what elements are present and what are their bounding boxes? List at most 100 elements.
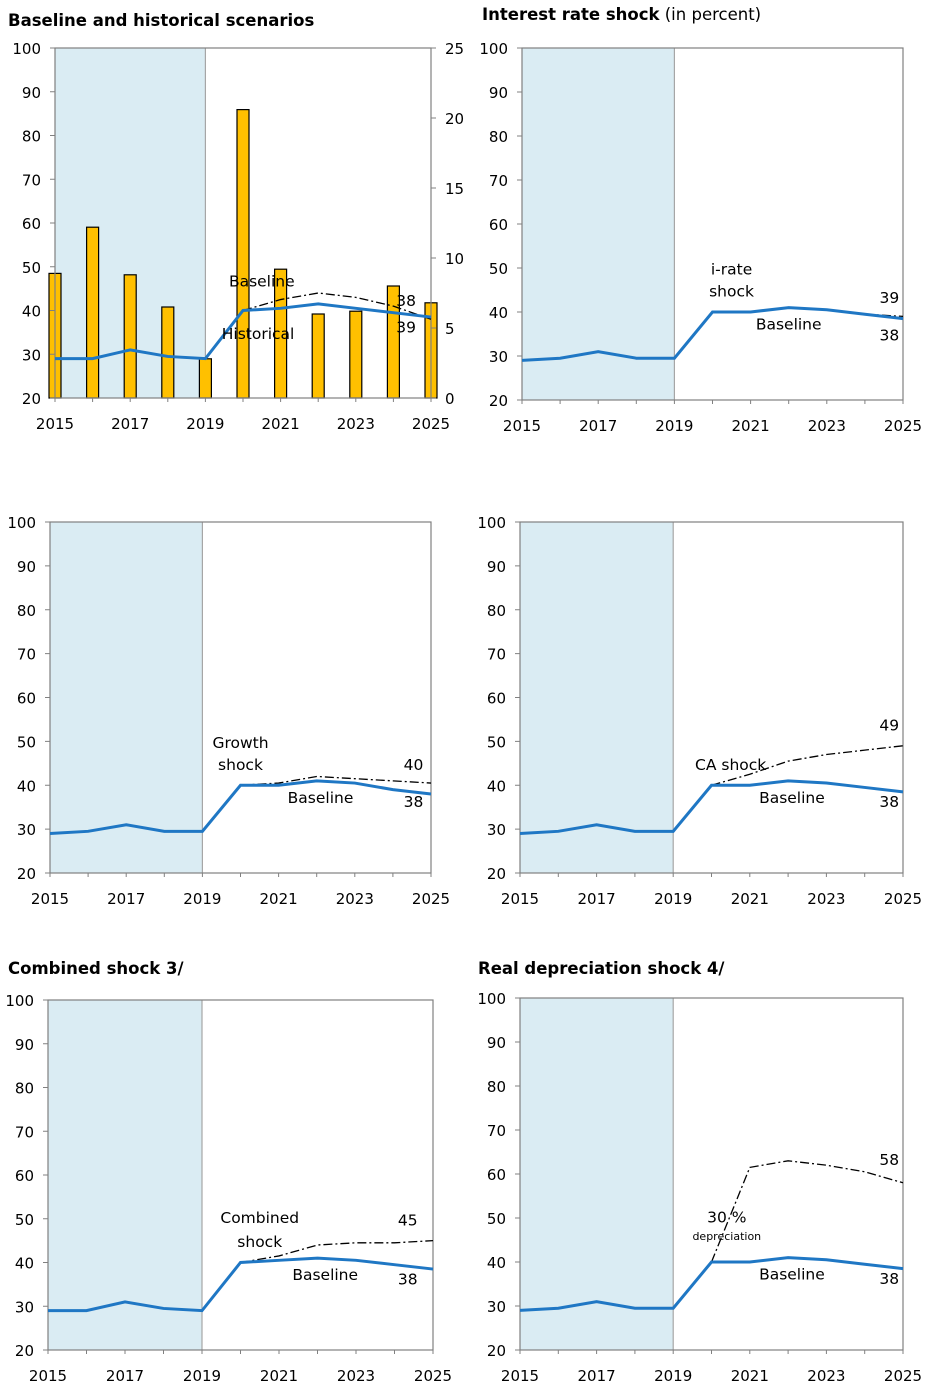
y-tick-label: 20 <box>17 865 36 883</box>
baseline-line <box>55 302 432 361</box>
y-tick-label: 100 <box>477 990 506 1008</box>
chart-panel-2: Interest rate shock (in percent) 20 30 40 50… <box>479 5 922 435</box>
chart-panel-3: 20 30 40 50 60 70 80 90 100 2015 2017 2019 2021 2023 2… <box>7 514 450 908</box>
x-tick-label: 2025 <box>884 417 922 435</box>
historical-shade <box>50 522 203 873</box>
y-tick-label: 80 <box>489 128 508 146</box>
x-tick-label: 2025 <box>412 890 450 908</box>
chart-panel-1: Baseline and historical scenarios 20 30 40 5… <box>8 11 464 433</box>
series-label: 39 <box>396 318 416 336</box>
y-tick-label: 40 <box>15 1255 34 1273</box>
y-tick-label: 20 <box>489 392 508 410</box>
x-tick-label: 2019 <box>654 1367 692 1385</box>
chart-panel-4: 20 30 40 50 60 70 80 90 100 2015 2017 2019 2021 2023 2… <box>477 514 922 908</box>
scenario-line <box>240 775 432 786</box>
x-tick-label: 2015 <box>501 1367 539 1385</box>
y-tick-label: 30 <box>487 821 506 839</box>
y-tick-label: 70 <box>487 646 506 664</box>
y-tick-label: 20 <box>487 865 506 883</box>
y-tick-label: 40 <box>489 304 508 322</box>
y-tick-label: 40 <box>17 777 36 795</box>
series-label: shock <box>218 756 263 774</box>
x-tick-label: 2017 <box>578 890 616 908</box>
y-tick-label: 70 <box>15 1123 34 1141</box>
series-label: 38 <box>396 292 416 310</box>
x-tick-label: 2019 <box>183 1367 221 1385</box>
x-tick-label: 2019 <box>186 415 224 433</box>
y-tick-label: 90 <box>489 84 508 102</box>
bar-2023 <box>349 310 363 399</box>
series-label: Historical <box>222 325 295 343</box>
y-tick-label: 30 <box>17 821 36 839</box>
x-tick-label: 2025 <box>884 1367 922 1385</box>
y-tick-label: 40 <box>22 303 41 321</box>
bar-2020 <box>236 108 250 399</box>
y2-tick-label: 5 <box>445 320 455 338</box>
y-tick-label: 20 <box>487 1342 506 1360</box>
y-tick-label: 100 <box>12 40 41 58</box>
x-tick-label: 2025 <box>414 1367 452 1385</box>
x-tick-label: 2023 <box>336 890 374 908</box>
chart-panel-6: Real depreciation shock 4/20 30 40 50 60 70 80… <box>477 959 922 1385</box>
chart-title: Combined shock 3/ <box>8 959 184 978</box>
x-tick-label: 2025 <box>412 415 450 433</box>
y-tick-label: 60 <box>15 1167 34 1185</box>
y-tick-label: 90 <box>487 558 506 576</box>
y-tick-label: 80 <box>487 1078 506 1096</box>
historical-shade <box>520 522 674 873</box>
x-tick-label: 2021 <box>732 417 770 435</box>
chart-title-bold: Combined shock 3/ <box>8 959 184 978</box>
x-tick-label: 2021 <box>731 1367 769 1385</box>
y-tick-label: 30 <box>487 1298 506 1316</box>
chart-panel-5: Combined shock 3/20 30 40 50 60 70 80 90 100 2015… <box>5 959 452 1385</box>
y-tick-label: 80 <box>15 1080 34 1098</box>
y-tick-label: 30 <box>489 348 508 366</box>
bar-2019 <box>198 358 212 399</box>
chart-title-bold: Baseline and historical scenarios <box>8 11 315 30</box>
x-tick-label: 2019 <box>654 890 692 908</box>
x-tick-label: 2015 <box>36 415 74 433</box>
x-tick-label: 2017 <box>111 415 149 433</box>
y-tick-label: 50 <box>22 259 41 277</box>
y-tick-label: 80 <box>22 128 41 146</box>
y-tick-label: 50 <box>487 1210 506 1228</box>
y-tick-label: 30 <box>15 1298 34 1316</box>
series-label: 58 <box>879 1151 899 1169</box>
y-tick-label: 60 <box>487 690 506 708</box>
y-tick-label: 100 <box>5 992 34 1010</box>
x-tick-label: 2023 <box>807 890 845 908</box>
y-tick-label: 60 <box>22 215 41 233</box>
series-label: Baseline <box>229 272 295 290</box>
series-label: 38 <box>879 793 899 811</box>
y-tick-label: 60 <box>489 216 508 234</box>
series-label: Baseline <box>756 316 822 334</box>
x-tick-label: 2023 <box>808 417 846 435</box>
x-tick-label: 2021 <box>262 415 300 433</box>
x-tick-label: 2017 <box>106 1367 144 1385</box>
x-tick-label: 2021 <box>260 1367 298 1385</box>
y-tick-label: 70 <box>17 646 36 664</box>
x-tick-label: 2019 <box>183 890 221 908</box>
series-label: 38 <box>879 327 899 345</box>
y-tick-label: 50 <box>15 1211 34 1229</box>
series-label: shock <box>709 283 754 301</box>
bar-2016 <box>85 226 100 399</box>
x-tick-label: 2023 <box>337 1367 375 1385</box>
baseline-line <box>521 306 904 362</box>
chart-title-bold: Real depreciation shock 4/ <box>478 959 725 978</box>
x-tick-label: 2021 <box>731 890 769 908</box>
y-tick-label: 30 <box>22 346 41 364</box>
series-label: Baseline <box>292 1266 358 1284</box>
y-tick-label: 100 <box>7 514 36 532</box>
series-label: 40 <box>404 756 424 774</box>
y-tick-label: 90 <box>487 1034 506 1052</box>
scenario-line <box>710 1160 904 1263</box>
y-tick-label: 80 <box>487 602 506 620</box>
y-tick-label: 70 <box>22 171 41 189</box>
x-tick-label: 2023 <box>807 1367 845 1385</box>
bar-2022 <box>311 313 325 399</box>
x-tick-label: 2023 <box>337 415 375 433</box>
x-tick-label: 2025 <box>884 890 922 908</box>
series-label: Baseline <box>759 1266 825 1284</box>
series-label: depreciation <box>692 1230 761 1243</box>
